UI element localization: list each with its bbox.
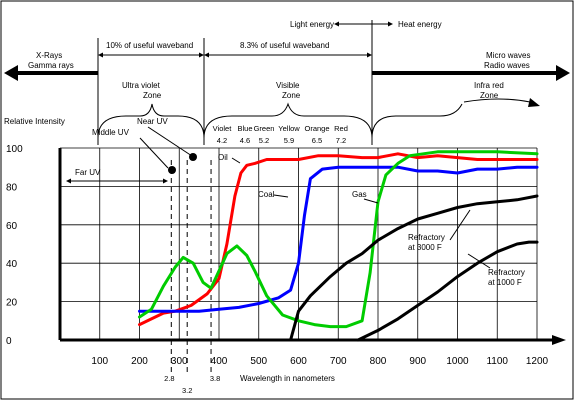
color-value-1: 4.6 <box>240 136 250 145</box>
series-line-3 <box>289 194 539 342</box>
radio-label: Radio waves <box>484 61 530 70</box>
series-line-2 <box>138 150 539 329</box>
ir-zone-label-1: Infra red <box>474 81 504 90</box>
y-tick-label-40: 40 <box>6 259 18 270</box>
color-name-1: Blue <box>237 124 252 133</box>
middle-uv-label: Middle UV <box>92 128 130 137</box>
color-value-5: 7.2 <box>336 136 346 145</box>
x-tick-label-500: 500 <box>250 356 267 367</box>
coal-label: Coal <box>258 190 275 199</box>
series-line-0 <box>138 152 539 327</box>
near-uv-label: Near UV <box>137 117 168 126</box>
heat-energy-label: Heat energy <box>398 20 442 29</box>
energy-arrow-right-head <box>388 21 393 27</box>
axes: 0 20 40 60 80 100 100 200 300 400 500 600 700 800 900 1… <box>6 144 566 367</box>
refr1000-leader <box>467 253 491 269</box>
vis-zone-label-2: Zone <box>282 91 301 100</box>
vis-zone-label-1: Visible <box>276 81 300 90</box>
color-name-2: Green <box>254 124 275 133</box>
series-line-1 <box>138 165 539 313</box>
color-name-5: Red <box>334 124 348 133</box>
gas-leader <box>363 198 379 204</box>
useful-10-label: 10% of useful waveband <box>106 41 193 50</box>
near-uv-dot <box>189 153 197 161</box>
x-tick-label-1100: 1100 <box>486 356 508 367</box>
useful-10-left-head <box>98 52 103 58</box>
gas-label: Gas <box>352 190 367 199</box>
useful-83-label: 8.3% of useful waveband <box>240 41 329 50</box>
useful-10-right-head <box>199 52 204 58</box>
gamma-label: Gamma rays <box>28 61 74 70</box>
refr3000-label-2: at 3000 F <box>408 243 442 252</box>
ylabel-line-1: Relative Intensity <box>4 117 65 126</box>
uv-zone-label-1: Ultra violet <box>122 81 161 90</box>
light-energy-label: Light energy <box>290 20 334 29</box>
ir-curve <box>463 98 531 103</box>
color-name-4: Orange <box>304 124 329 133</box>
oil-label: Oil <box>218 153 228 162</box>
x-tick-label-100: 100 <box>91 356 108 367</box>
x-tick-label-800: 800 <box>370 356 387 367</box>
y-tick-label-0: 0 <box>6 336 12 347</box>
series-line-4 <box>356 240 539 342</box>
x-axis-arrow <box>552 335 566 345</box>
x-tick-label-400: 400 <box>211 356 228 367</box>
uv-zone-label-2: Zone <box>143 91 162 100</box>
micro-label: Micro waves <box>486 51 530 60</box>
color-value-4: 6.5 <box>312 136 322 145</box>
energy-arrow-left-head <box>334 21 339 27</box>
grid <box>60 147 538 340</box>
coal-leader <box>273 194 289 198</box>
xrays-label: X-Rays <box>36 51 62 60</box>
refr3000-label-1: Refractory <box>408 233 445 242</box>
ir-arrow-head <box>528 98 540 107</box>
uv-markers: 2.8 3.2 3.8 <box>164 374 220 395</box>
useful-83-left-head <box>204 52 209 58</box>
color-value-0: 4.2 <box>217 136 227 145</box>
middle-uv-dot <box>168 166 176 174</box>
refr1000-label-1: Refractory <box>488 268 525 277</box>
vis-brace <box>203 102 373 139</box>
x-tick-label-300: 300 <box>171 356 188 367</box>
visible-color-labels: Violet 4.2 Blue 4.6 Green 5.2 Yellow 5.9 Orange 6… <box>213 124 348 145</box>
far-uv-left-head <box>66 178 71 184</box>
oil-leader <box>231 157 241 164</box>
far-uv-right-head <box>163 178 168 184</box>
color-name-3: Yellow <box>278 124 300 133</box>
color-value-2: 5.2 <box>259 136 269 145</box>
x-tick-label-900: 900 <box>409 356 426 367</box>
middle-uv-leader <box>139 137 169 169</box>
y-tick-label-100: 100 <box>6 144 23 155</box>
x-tick-label-1000: 1000 <box>446 356 469 367</box>
uv-marker-label-0: 2.8 <box>164 374 174 383</box>
uv-brace <box>97 103 205 139</box>
uv-marker-label-2: 3.8 <box>210 374 220 383</box>
near-uv-leader <box>147 126 193 157</box>
x-tick-label-200: 200 <box>131 356 148 367</box>
ir-brace <box>371 103 463 139</box>
ir-zone-label-2: Zone <box>480 91 499 100</box>
y-tick-label-20: 20 <box>6 298 18 309</box>
y-tick-label-60: 60 <box>6 221 18 232</box>
color-name-0: Violet <box>213 124 233 133</box>
useful-83-right-head <box>367 52 372 58</box>
x-tick-label-1200: 1200 <box>526 356 549 367</box>
right-arrow-head <box>556 65 570 81</box>
uv-marker-label-1: 3.2 <box>182 386 192 395</box>
far-uv-label: Far UV <box>75 168 101 177</box>
refr1000-label-2: at 1000 F <box>488 278 522 287</box>
refr3000-leader <box>449 209 471 241</box>
series-group <box>138 150 539 342</box>
x-tick-label-700: 700 <box>330 356 347 367</box>
color-value-3: 5.9 <box>284 136 294 145</box>
left-arrow-head <box>4 65 18 81</box>
xlabel: Wavelength in nanometers <box>240 374 335 383</box>
x-tick-label-600: 600 <box>290 356 307 367</box>
y-tick-label-80: 80 <box>6 182 18 193</box>
